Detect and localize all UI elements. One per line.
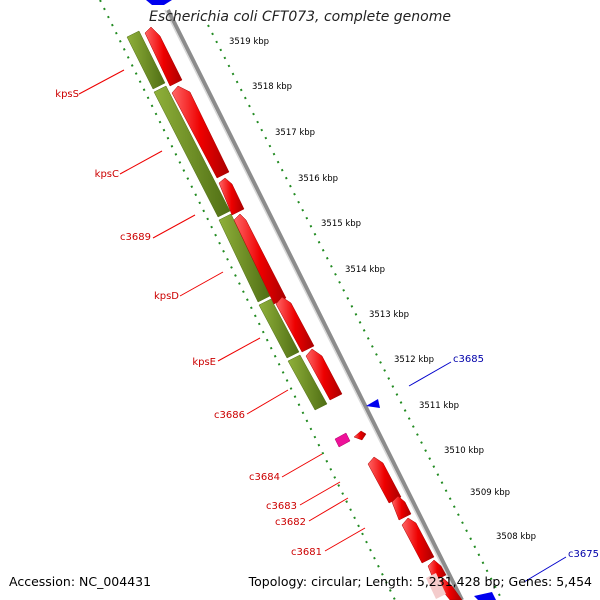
tick-label: 3518 kbp [252,82,292,92]
outer-dotted-track [207,24,503,600]
gene-arrow-3[interactable] [218,177,245,216]
gene-arrow-2[interactable] [171,85,230,179]
leader-c3685 [408,361,452,387]
gene-label-kpsC[interactable]: kpsC [95,169,119,180]
gene-blue-top[interactable] [146,0,172,5]
gene-magenta[interactable] [334,432,351,448]
leader-c3686 [246,389,289,415]
gene-label-c3685[interactable]: c3685 [453,354,484,365]
gene-label-kpsE[interactable]: kpsE [192,357,216,368]
leader-c3681 [324,527,366,552]
gene-label-c3684[interactable]: c3684 [249,472,280,483]
gene-label-c3683[interactable]: c3683 [266,501,297,512]
tick-label: 3514 kbp [345,265,385,275]
leader-c3684 [281,453,323,478]
topology-text: Topology: circular; Length: 5,231,428 bp… [248,574,592,589]
tick-label: 3508 kbp [496,532,536,542]
gene-arrow-11[interactable] [436,577,463,600]
gene-label-c3681[interactable]: c3681 [291,547,322,558]
leader-c3675 [523,556,567,583]
tick-label: 3517 kbp [275,128,315,138]
leader-c3689 [152,214,196,239]
gene-label-c3689[interactable]: c3689 [120,232,151,243]
leader-kpsS [78,69,125,95]
leader-kpsC [119,150,163,175]
gene-label-c3682[interactable]: c3682 [275,517,306,528]
gene-arrow-8[interactable] [391,495,412,521]
gene-block-kpsC[interactable] [153,85,231,218]
gene-arrow-6[interactable] [305,348,343,401]
gene-block-kpsE[interactable] [287,354,328,411]
genome-backbone-highlight [164,9,460,600]
gene-block-kpsS[interactable] [126,30,166,90]
tick-label: 3512 kbp [394,355,434,365]
gene-faded [426,573,446,599]
gene-arrow-1[interactable] [144,26,183,87]
tick-label: 3510 kbp [444,446,484,456]
leader-kpsE [217,337,261,362]
gene-label-kpsS[interactable]: kpsS [55,89,79,100]
gene-blue-bottom[interactable] [474,592,496,600]
map-title: Escherichia coli CFT073, complete genome [149,9,451,25]
gene-arrow-5[interactable] [275,296,315,353]
gene-arrow-4[interactable] [233,213,287,305]
gene-label-c3686[interactable]: c3686 [214,410,245,421]
leader-c3683 [299,481,341,506]
gene-label-c3675[interactable]: c3675 [568,549,599,560]
leader-kpsD [179,271,224,297]
gene-block-kpsD[interactable] [258,298,300,359]
accession-text: Accession: NC_004431 [9,574,152,589]
inner-dotted-track [99,0,396,600]
tick-label: 3516 kbp [298,174,338,184]
tick-label: 3513 kbp [369,310,409,320]
tick-label: 3509 kbp [470,488,510,498]
tick-label: 3519 kbp [229,37,269,47]
gene-c3685[interactable] [366,399,380,408]
genome-backbone [166,9,464,600]
gene-arrow-7[interactable] [367,456,402,504]
gene-arrow-9[interactable] [401,517,435,564]
gene-arrow-small[interactable] [353,430,367,441]
leader-c3682 [308,497,349,522]
gene-label-kpsD[interactable]: kpsD [154,291,179,302]
tick-label: 3511 kbp [419,401,459,411]
tick-label: 3515 kbp [321,219,361,229]
